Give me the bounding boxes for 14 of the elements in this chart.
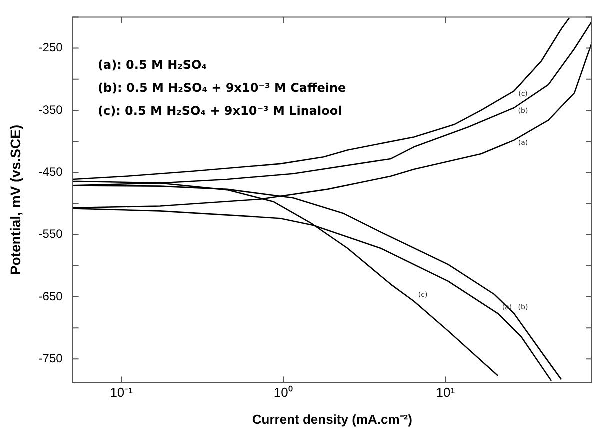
x-tick-label: 10¹: [436, 385, 456, 400]
y-tick-label: -550: [38, 227, 64, 242]
x-tick-label: 10⁰: [274, 385, 294, 400]
y-axis-title: Potential, mV (vs.SCE): [7, 124, 24, 276]
annotation: (c): 0.5 M H₂SO₄ + 9x10⁻³ M Linalool: [98, 103, 344, 120]
y-tick-label: -250: [38, 40, 64, 55]
x-axis-title: Current density (mA.cm⁻²): [252, 412, 412, 427]
y-tick-label: -450: [38, 164, 64, 179]
y-tick-label: -650: [38, 289, 64, 304]
x-tick-label: 10⁻¹: [110, 385, 134, 400]
annotation: (a): 0.5 M H₂SO₄: [98, 57, 208, 74]
annotation: (b): 0.5 M H₂SO₄ + 9x10⁻³ M Caffeine: [98, 80, 346, 97]
y-tick-label: -750: [38, 351, 64, 366]
y-tick-label: -350: [38, 102, 64, 117]
